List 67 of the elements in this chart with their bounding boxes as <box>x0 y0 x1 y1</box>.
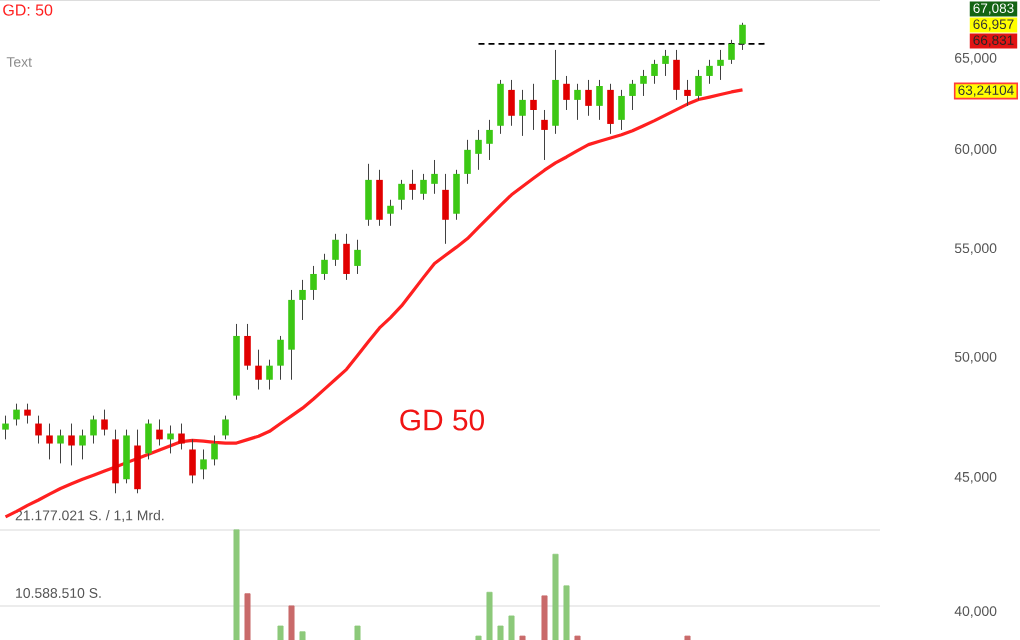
candlestick <box>387 199 394 227</box>
candlestick <box>563 75 570 111</box>
candlestick <box>640 69 647 97</box>
candlestick <box>409 169 416 201</box>
candlestick <box>90 415 97 445</box>
candlestick <box>156 418 163 447</box>
candlestick <box>178 423 185 450</box>
candlestick <box>618 89 625 131</box>
candlestick <box>442 173 449 245</box>
candlestick <box>222 415 229 440</box>
candlestick <box>695 69 702 101</box>
candlestick <box>332 233 339 267</box>
candlestick <box>530 83 537 131</box>
candlestick <box>365 163 372 227</box>
candlestick <box>684 79 691 107</box>
candlestick <box>464 139 471 185</box>
candlestick <box>629 79 636 111</box>
candlestick <box>398 179 405 211</box>
candlestick <box>420 173 427 201</box>
candlestick <box>101 409 108 436</box>
candlestick <box>651 59 658 85</box>
candlestick <box>673 49 680 101</box>
candlestick <box>354 239 361 275</box>
candlestick <box>508 79 515 127</box>
candlestick <box>46 423 53 460</box>
candlestick <box>343 233 350 281</box>
candlestick <box>167 425 174 454</box>
candlestick <box>519 89 526 137</box>
candlestick <box>244 323 251 371</box>
candlestick <box>739 22 746 51</box>
candlestick <box>706 59 713 85</box>
candlestick <box>321 253 328 281</box>
candlestick <box>24 403 31 425</box>
candlestick <box>145 418 152 460</box>
candlestick <box>310 265 317 301</box>
candlestick <box>717 49 724 81</box>
candlestick <box>123 429 130 484</box>
candlestick <box>475 129 482 171</box>
candlestick <box>134 429 141 494</box>
candlestick <box>299 279 306 321</box>
candlestick <box>68 423 75 466</box>
candlestick <box>486 119 493 161</box>
candlestick <box>596 79 603 121</box>
candlestick <box>266 359 273 391</box>
candlestick <box>57 429 64 464</box>
candlestick <box>552 49 559 135</box>
annotation: GD 50 <box>400 409 484 431</box>
candlestick <box>376 169 383 227</box>
candlestick <box>13 403 20 427</box>
candlestick <box>728 39 735 65</box>
candlestick <box>541 109 548 161</box>
candlestick <box>79 429 86 460</box>
candlestick <box>112 429 119 494</box>
candlestick <box>255 349 262 391</box>
candlestick <box>35 415 42 445</box>
candlestick <box>200 448 207 480</box>
candlestick <box>431 159 438 195</box>
candlestick <box>662 49 669 77</box>
candlestick <box>453 169 460 221</box>
candlestick <box>497 79 504 135</box>
candlestick <box>189 438 196 484</box>
candlestick <box>211 434 218 466</box>
candlestick <box>277 335 284 381</box>
candlestick <box>574 83 581 121</box>
candlestick <box>607 83 614 135</box>
candlestick <box>585 79 592 117</box>
candlestick <box>2 415 9 440</box>
